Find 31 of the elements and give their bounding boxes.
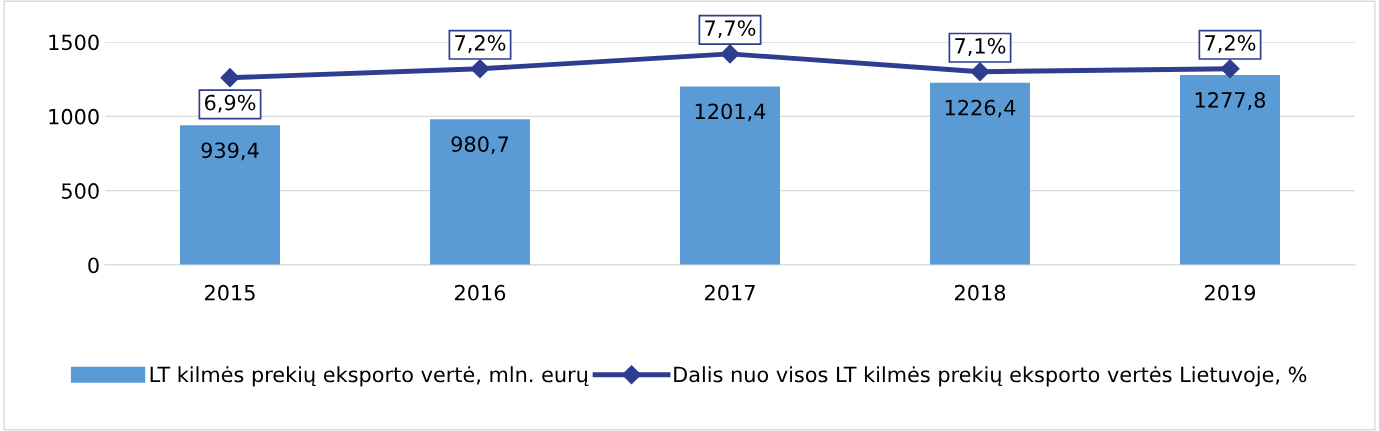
x-tick-label: 2015 xyxy=(205,284,255,301)
data-label: 1277,8 xyxy=(1195,92,1266,110)
bar xyxy=(680,86,780,265)
legend-label: LT kilmės prekių eksporto vertė, mln. eurų xyxy=(150,366,589,387)
point xyxy=(970,62,990,82)
point xyxy=(720,44,740,64)
bar xyxy=(180,125,280,265)
x-tick-label: 2016 xyxy=(455,284,506,301)
data-label: 939,4 xyxy=(201,142,259,161)
y-tick-label: 0 xyxy=(88,257,99,274)
point xyxy=(220,68,240,88)
data-label: 6,9% xyxy=(204,94,256,113)
y-tick-label: 1000 xyxy=(49,108,99,125)
data-label: 7,2% xyxy=(455,35,506,53)
data-label: 1201,4 xyxy=(695,103,766,122)
legend-label: Dalis nuo visos LT kilmės prekių eksporto vertės Lietuvoje, % xyxy=(674,366,1307,387)
bar xyxy=(430,119,530,265)
data-label: 7,2% xyxy=(1205,35,1256,53)
data-label: 7,7% xyxy=(705,20,756,39)
bar xyxy=(1180,75,1280,265)
point xyxy=(1220,59,1240,79)
x-tick-label: 2017 xyxy=(705,284,755,301)
data-label: 980,7 xyxy=(451,136,509,155)
y-tick-label: 1500 xyxy=(49,34,99,51)
y-tick-label: 500 xyxy=(61,183,99,199)
data-label: 1226,4 xyxy=(945,99,1016,118)
bar xyxy=(930,82,1030,265)
x-tick-label: 2019 xyxy=(1205,284,1256,301)
point xyxy=(470,59,490,79)
x-tick-label: 2018 xyxy=(955,284,1006,301)
data-label: 7,1% xyxy=(955,38,1006,56)
